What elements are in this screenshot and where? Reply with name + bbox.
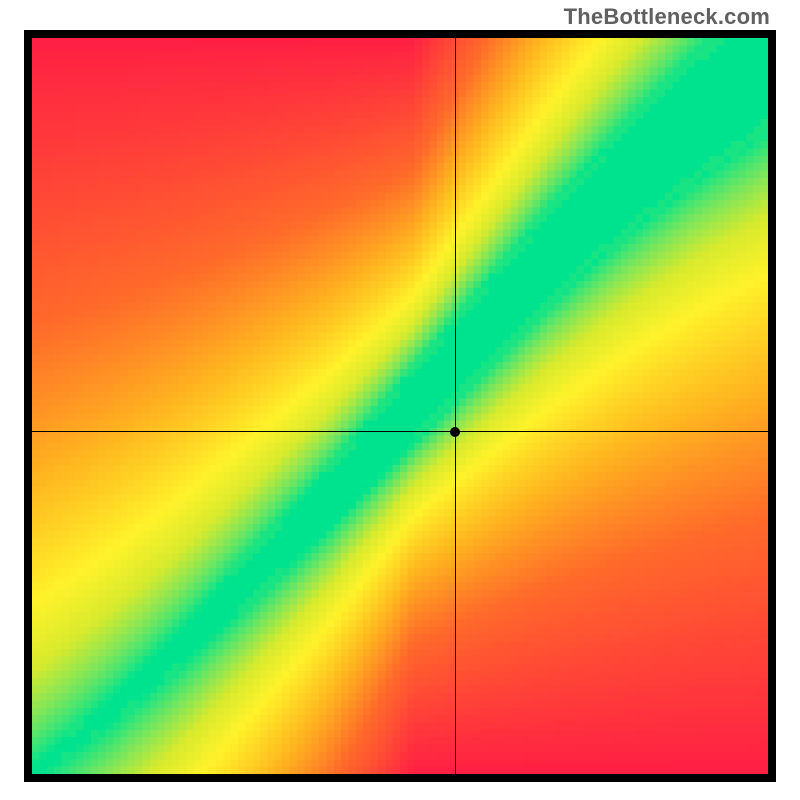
crosshair-horizontal <box>32 431 768 432</box>
plot-border <box>24 30 776 782</box>
chart-container: TheBottleneck.com <box>0 0 800 800</box>
data-point-marker <box>450 427 460 437</box>
watermark-text: TheBottleneck.com <box>564 4 770 30</box>
crosshair-vertical <box>455 38 456 774</box>
